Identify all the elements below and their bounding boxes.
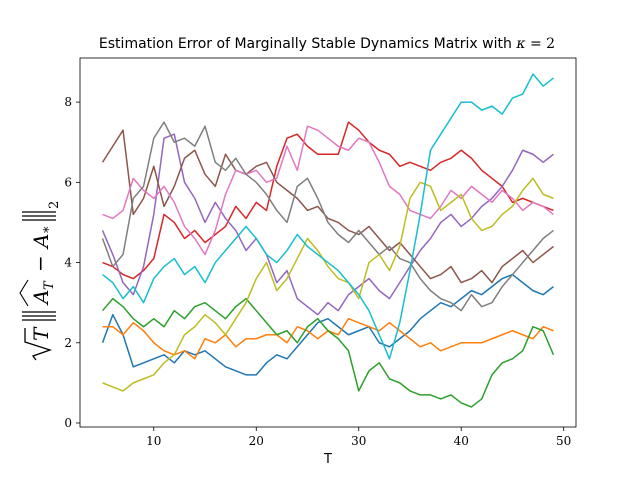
y-tick-label: 4 xyxy=(64,256,72,270)
y-axis: 0 2 4 6 8 xyxy=(64,95,80,430)
series-line-5 xyxy=(101,133,554,316)
series-line-1 xyxy=(101,273,554,376)
x-tick-label: 40 xyxy=(454,434,469,448)
x-tick-label: 50 xyxy=(556,434,571,448)
series-line-8 xyxy=(101,121,554,312)
y-tick-label: 0 xyxy=(64,416,72,430)
series-layer xyxy=(101,73,555,408)
chart-title: Estimation Error of Marginally Stable Dy… xyxy=(99,36,555,52)
norm-bars-left-icon xyxy=(22,311,56,321)
series-line-6 xyxy=(101,129,554,284)
widehat-icon xyxy=(19,279,29,307)
y-tick-label: 2 xyxy=(64,336,72,350)
y-label-sqrt: T xyxy=(24,326,53,361)
y-label-a-hat: A xyxy=(29,290,53,306)
y-label-minus: − xyxy=(28,255,52,272)
y-tick-label: 8 xyxy=(64,95,72,109)
y-label-star-sub: * xyxy=(42,226,57,233)
chart-title-math-rest: = 2 xyxy=(526,36,556,52)
y-label-root-var: T xyxy=(29,326,53,341)
x-tick-label: 20 xyxy=(249,434,264,448)
series-line-9 xyxy=(102,177,554,392)
series-line-4 xyxy=(102,121,554,280)
x-tick-label: 30 xyxy=(351,434,366,448)
chart-title-math-var: κ xyxy=(515,36,525,52)
y-tick-label: 6 xyxy=(64,175,72,189)
y-label-t-sub: T xyxy=(42,280,57,290)
series-line-3 xyxy=(101,297,555,408)
series-line-7 xyxy=(102,125,554,256)
series-line-10 xyxy=(102,73,554,360)
x-axis: 10 20 30 40 50 xyxy=(146,427,571,448)
norm-bars-right-icon xyxy=(22,211,56,221)
y-label-a-star: A xyxy=(29,234,53,250)
y-label-norm-sub: 2 xyxy=(47,201,62,209)
x-axis-label: T xyxy=(323,452,332,467)
plot-frame xyxy=(79,57,577,428)
x-tick-label: 10 xyxy=(146,434,161,448)
y-axis-label: T A T − A * 2 xyxy=(19,201,62,361)
sqrt-sign-icon xyxy=(24,328,53,361)
chart-title-text: Estimation Error of Marginally Stable Dy… xyxy=(99,36,516,52)
